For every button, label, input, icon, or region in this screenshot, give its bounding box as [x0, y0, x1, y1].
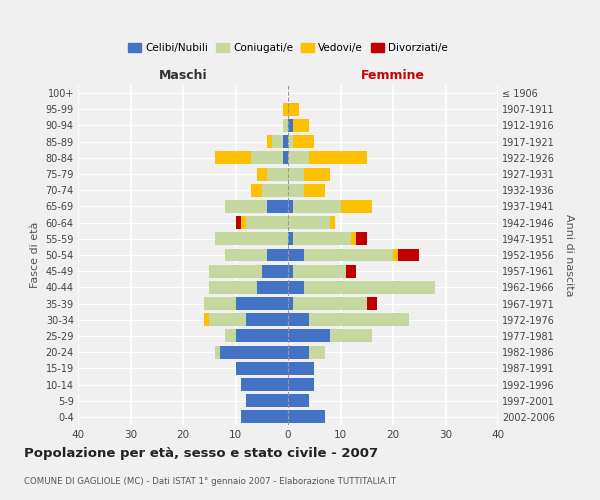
Bar: [288, 216, 330, 229]
Bar: [304, 248, 393, 262]
Bar: [351, 232, 356, 245]
Bar: [309, 152, 367, 164]
Bar: [330, 216, 335, 229]
Bar: [241, 216, 246, 229]
Bar: [304, 281, 435, 294]
Bar: [393, 248, 398, 262]
Bar: [257, 168, 267, 180]
Bar: [288, 281, 304, 294]
Bar: [288, 264, 293, 278]
Bar: [288, 200, 293, 213]
Bar: [262, 264, 288, 278]
Bar: [304, 168, 330, 180]
Bar: [367, 297, 377, 310]
Bar: [225, 200, 267, 213]
Bar: [309, 346, 325, 358]
Legend: Celibi/Nubili, Coniugati/e, Vedovi/e, Divorziati/e: Celibi/Nubili, Coniugati/e, Vedovi/e, Di…: [124, 39, 452, 58]
Bar: [241, 378, 288, 391]
Bar: [204, 314, 209, 326]
Bar: [235, 330, 288, 342]
Bar: [225, 330, 235, 342]
Bar: [204, 297, 235, 310]
Bar: [251, 184, 262, 196]
Bar: [356, 232, 367, 245]
Bar: [288, 232, 293, 245]
Text: Femmine: Femmine: [361, 69, 425, 82]
Bar: [288, 314, 309, 326]
Bar: [288, 103, 299, 116]
Bar: [288, 168, 304, 180]
Bar: [246, 394, 288, 407]
Text: Popolazione per età, sesso e stato civile - 2007: Popolazione per età, sesso e stato civil…: [24, 448, 378, 460]
Bar: [246, 216, 288, 229]
Bar: [209, 281, 257, 294]
Bar: [225, 248, 267, 262]
Bar: [235, 297, 288, 310]
Bar: [241, 410, 288, 424]
Bar: [288, 346, 309, 358]
Bar: [267, 248, 288, 262]
Bar: [288, 119, 293, 132]
Bar: [293, 200, 341, 213]
Bar: [293, 264, 346, 278]
Bar: [288, 410, 325, 424]
Bar: [267, 200, 288, 213]
Bar: [267, 135, 272, 148]
Bar: [246, 314, 288, 326]
Bar: [288, 297, 293, 310]
Bar: [262, 184, 288, 196]
Bar: [235, 362, 288, 375]
Bar: [283, 119, 288, 132]
Bar: [288, 152, 309, 164]
Bar: [288, 135, 293, 148]
Bar: [220, 346, 288, 358]
Bar: [288, 362, 314, 375]
Bar: [288, 394, 309, 407]
Bar: [215, 346, 220, 358]
Bar: [293, 135, 314, 148]
Bar: [272, 135, 283, 148]
Bar: [288, 184, 304, 196]
Bar: [251, 152, 283, 164]
Bar: [283, 152, 288, 164]
Bar: [283, 103, 288, 116]
Bar: [293, 297, 367, 310]
Text: Maschi: Maschi: [158, 69, 208, 82]
Bar: [288, 330, 330, 342]
Bar: [215, 152, 251, 164]
Bar: [293, 232, 351, 245]
Bar: [309, 314, 409, 326]
Bar: [209, 314, 246, 326]
Y-axis label: Anni di nascita: Anni di nascita: [565, 214, 574, 296]
Bar: [288, 248, 304, 262]
Bar: [304, 184, 325, 196]
Bar: [341, 200, 372, 213]
Bar: [283, 135, 288, 148]
Bar: [215, 232, 288, 245]
Bar: [330, 330, 372, 342]
Text: COMUNE DI GAGLIOLE (MC) - Dati ISTAT 1° gennaio 2007 - Elaborazione TUTTITALIA.I: COMUNE DI GAGLIOLE (MC) - Dati ISTAT 1° …: [24, 478, 396, 486]
Bar: [398, 248, 419, 262]
Bar: [288, 378, 314, 391]
Bar: [267, 168, 288, 180]
Y-axis label: Fasce di età: Fasce di età: [30, 222, 40, 288]
Bar: [346, 264, 356, 278]
Bar: [257, 281, 288, 294]
Bar: [235, 216, 241, 229]
Bar: [293, 119, 309, 132]
Bar: [209, 264, 262, 278]
